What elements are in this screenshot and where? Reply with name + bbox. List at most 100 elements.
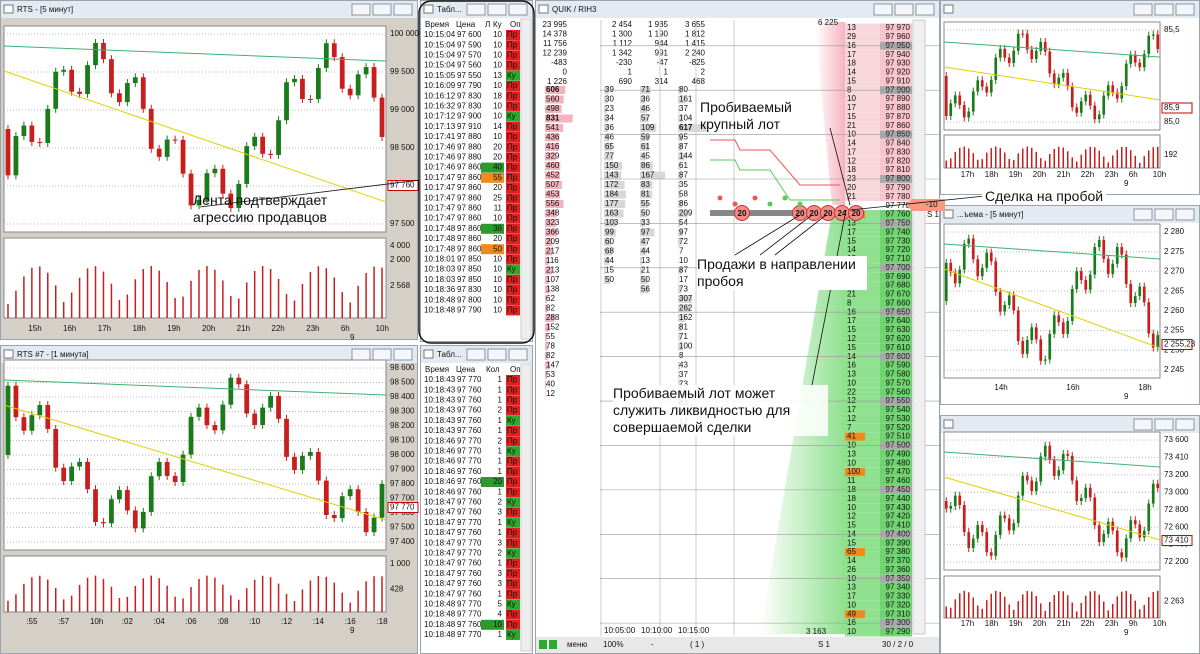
window-button[interactable] [487, 3, 507, 16]
bubble-label: 24 [838, 209, 847, 218]
y-tick-label: 2 270 [1164, 267, 1185, 276]
decor-candle [61, 467, 67, 482]
trade-side: Пр [507, 457, 518, 466]
window-button[interactable] [915, 3, 935, 16]
x-tick-label: 17h [98, 324, 111, 333]
window-button[interactable] [894, 3, 914, 16]
trade-side: Пр [507, 508, 518, 517]
window-button[interactable] [351, 3, 371, 16]
decor-candle [1156, 34, 1160, 50]
window-button[interactable] [372, 3, 392, 16]
trade-time: 10:18:48 [424, 630, 456, 639]
decor-candle [140, 77, 146, 109]
price: 97 920 [886, 68, 911, 77]
volume-value: 617 [679, 123, 693, 132]
window-button[interactable] [351, 348, 371, 361]
trade-price: 97 760 [457, 487, 482, 496]
x-tick-label: 23h [1105, 619, 1118, 628]
volume-bar [678, 238, 682, 246]
volume-bar [545, 361, 550, 370]
trade-price: 97 790 [457, 306, 482, 315]
decor-candle [347, 88, 353, 96]
volume-value: 147 [546, 361, 560, 370]
window-button[interactable] [1175, 208, 1195, 221]
volume-bar [640, 247, 647, 256]
trade-side: Ку [507, 498, 516, 507]
window-button[interactable] [1175, 3, 1195, 16]
window-button[interactable] [1154, 3, 1174, 16]
window-button[interactable] [487, 348, 507, 361]
decor-candle [1129, 283, 1133, 303]
decor-candle [1025, 475, 1029, 481]
window-button[interactable] [372, 348, 392, 361]
volume-value: 109 [641, 123, 655, 132]
volume-bar [640, 285, 649, 294]
x-tick-label: :12 [281, 617, 293, 626]
trade-qty: 4 [498, 610, 503, 619]
x-tick-label: 6h [341, 324, 350, 333]
qty-cell [845, 112, 880, 122]
window-button[interactable] [393, 3, 413, 16]
qty: 14 [847, 529, 856, 538]
trade-qty: 2 [498, 406, 503, 415]
window-title: Табл... [437, 350, 462, 359]
trade-side: Пр [507, 234, 518, 243]
window-button[interactable] [1133, 208, 1153, 221]
volume-value: 55 [641, 199, 650, 208]
x-tick-label: :57 [58, 617, 70, 626]
side-cell [506, 538, 520, 549]
price: 97 940 [886, 50, 911, 59]
price-cell [880, 334, 912, 344]
window-button[interactable] [1154, 208, 1174, 221]
side-cell [506, 285, 520, 295]
trade-side: Пр [507, 204, 518, 213]
decor-candle [971, 91, 975, 112]
qty: 21 [847, 192, 856, 201]
trade-time: 10:18:48 [424, 610, 456, 619]
decor-candle [1151, 483, 1155, 504]
decor-candle [331, 43, 337, 58]
price: 97 320 [886, 600, 911, 609]
window-button[interactable] [1133, 3, 1153, 16]
trade-qty: 1 [498, 396, 503, 405]
trade-side: Ку [507, 447, 516, 456]
window-button[interactable] [466, 348, 486, 361]
decor-trendline [943, 41, 1161, 58]
decor-candle [363, 511, 369, 533]
window-button[interactable] [466, 3, 486, 16]
trade-qty: 1 [498, 375, 503, 384]
window-button[interactable] [1133, 418, 1153, 431]
trade-price: 97 860 [457, 193, 482, 202]
price: 97 530 [886, 414, 911, 423]
trade-bubble [734, 205, 750, 221]
x-tick-label: 18h [132, 324, 145, 333]
volume-value: 144 [679, 152, 693, 161]
trade-price: 97 760 [457, 589, 482, 598]
trade-time: 10:18:47 [424, 528, 456, 537]
price-tag-bg [387, 180, 419, 191]
window-button[interactable] [873, 3, 893, 16]
volume-bar [678, 228, 683, 237]
qty: 14 [847, 68, 856, 77]
price-tag-bg [1161, 339, 1193, 350]
volume-bar [678, 371, 680, 379]
trade-price: 97 760 [457, 406, 482, 415]
decor-candle [1097, 114, 1101, 120]
decor-candle [260, 407, 266, 425]
trade-time: 10:18:47 [424, 579, 456, 588]
x-tick-label: :04 [154, 617, 166, 626]
qty-cell [845, 423, 880, 433]
decor-candle [1084, 487, 1088, 499]
price-cell [880, 538, 912, 548]
decor-candle [1048, 51, 1052, 74]
window-button[interactable] [1175, 418, 1195, 431]
volume-bar [640, 124, 657, 132]
window-button[interactable] [393, 348, 413, 361]
qty-cell [845, 405, 880, 415]
window-button[interactable] [1154, 418, 1174, 431]
window-button[interactable] [508, 3, 528, 16]
decor-candle [85, 65, 90, 94]
side-cell [506, 142, 520, 153]
window-button[interactable] [508, 348, 528, 361]
